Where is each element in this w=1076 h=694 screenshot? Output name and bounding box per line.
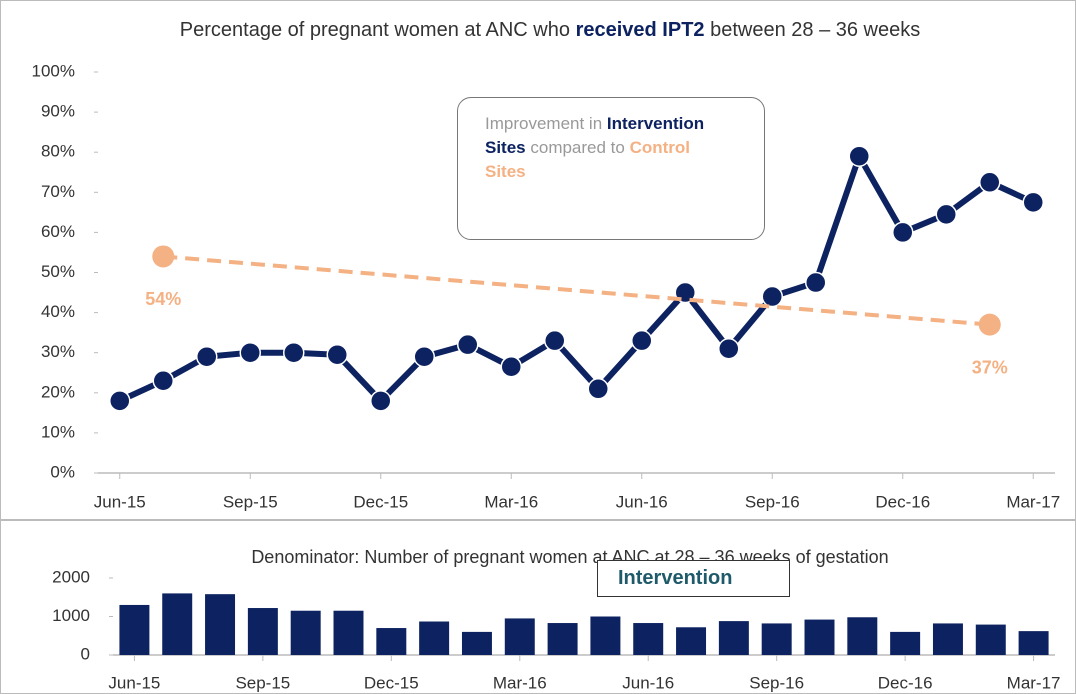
y-tick-label: 70%: [41, 182, 75, 201]
x-tick-label: Dec-15: [353, 492, 408, 511]
bar: [290, 610, 321, 655]
y-tick-label: 10%: [41, 422, 75, 441]
y-tick-label: 1000: [52, 606, 90, 625]
x-tick-label: Sep-16: [749, 673, 804, 692]
point: [283, 341, 305, 364]
y-tick-label: 20%: [41, 382, 75, 401]
point: [892, 221, 914, 244]
point: [935, 203, 957, 226]
y-tick-label: 100%: [32, 61, 75, 80]
overlay-label: Intervention: [597, 560, 790, 597]
x-tick-label: Mar-17: [1007, 673, 1061, 692]
bar: [804, 619, 835, 655]
point: [978, 313, 1001, 336]
x-tick-label: Dec-15: [364, 673, 419, 692]
bar: [847, 617, 878, 655]
x-tick-label: Mar-16: [493, 673, 547, 692]
y-tick-label: 90%: [41, 102, 75, 121]
bar: [419, 621, 450, 655]
point: [370, 390, 392, 412]
bar: [119, 604, 150, 655]
title-part: Denominator: Number of pregnant women at…: [251, 547, 889, 567]
x-tick-label: Jun-15: [108, 673, 160, 692]
annotation-text: Improvement in: [485, 114, 607, 133]
x-tick-label: Mar-16: [484, 492, 538, 511]
series-line: [118, 153, 1035, 404]
bar: [590, 616, 621, 655]
x-tick-label: Jun-15: [94, 492, 146, 511]
bar: [1018, 631, 1049, 655]
bar: [376, 628, 407, 655]
x-tick-label: Sep-15: [223, 492, 278, 511]
y-tick-label: 50%: [41, 262, 75, 281]
point: [413, 345, 435, 368]
bar: [890, 631, 921, 655]
point: [1022, 191, 1044, 214]
bar: [718, 621, 749, 655]
annotation: Improvement in Intervention Sites compar…: [457, 97, 765, 240]
bar: [547, 623, 578, 655]
bar: [975, 624, 1006, 655]
point: [457, 333, 479, 356]
point: [196, 345, 218, 368]
x-tick-label: Dec-16: [875, 492, 930, 511]
annotation-text: Intervention Sites: [485, 114, 705, 157]
title-part: between 28 – 36 weeks: [704, 19, 921, 41]
y-tick-label: 0: [81, 644, 90, 663]
point: [848, 145, 870, 167]
title-part: received IPT2: [575, 19, 705, 41]
point: [326, 343, 348, 366]
y-tick-label: 2000: [52, 567, 90, 586]
y-tick-label: 60%: [41, 222, 75, 241]
bar: [932, 623, 963, 655]
point: [718, 337, 740, 360]
y-tick-label: 40%: [41, 302, 75, 321]
bar: [333, 610, 364, 655]
point: [587, 378, 609, 400]
bar: [247, 608, 278, 655]
chart-title: Percentage of pregnant women at ANC who …: [175, 18, 925, 43]
annotation-text: compared to: [525, 138, 630, 157]
y-tick-label: 0%: [50, 462, 75, 481]
x-tick-label: Sep-15: [235, 673, 290, 692]
point: [500, 355, 522, 378]
x-tick-label: Dec-16: [878, 673, 933, 692]
bar: [461, 631, 492, 655]
y-tick-label: 80%: [41, 142, 75, 161]
x-tick-label: Mar-17: [1006, 492, 1060, 511]
point: [152, 370, 174, 392]
bar: [633, 623, 664, 655]
point: [544, 329, 566, 352]
series-line: [163, 254, 990, 327]
x-tick-label: Jun-16: [622, 673, 674, 692]
point: [979, 171, 1001, 194]
x-tick-label: Jun-16: [616, 492, 668, 511]
x-tick-label: Sep-16: [745, 492, 800, 511]
annotation-text: Control Sites: [485, 138, 691, 181]
bar: [761, 623, 792, 655]
bar: [162, 593, 193, 655]
data-label: 37%: [972, 357, 1008, 377]
point: [152, 245, 175, 268]
bar: [504, 618, 535, 655]
point: [761, 285, 783, 308]
bar: [205, 594, 236, 655]
point: [805, 271, 827, 294]
point: [109, 390, 131, 412]
point: [631, 329, 653, 352]
title-part: Percentage of pregnant women at ANC who: [179, 19, 576, 41]
point: [239, 341, 261, 364]
data-label: 54%: [145, 289, 181, 309]
y-tick-label: 30%: [41, 342, 75, 361]
chart-title: Denominator: Number of pregnant women at…: [140, 545, 1000, 570]
bar: [676, 627, 707, 655]
